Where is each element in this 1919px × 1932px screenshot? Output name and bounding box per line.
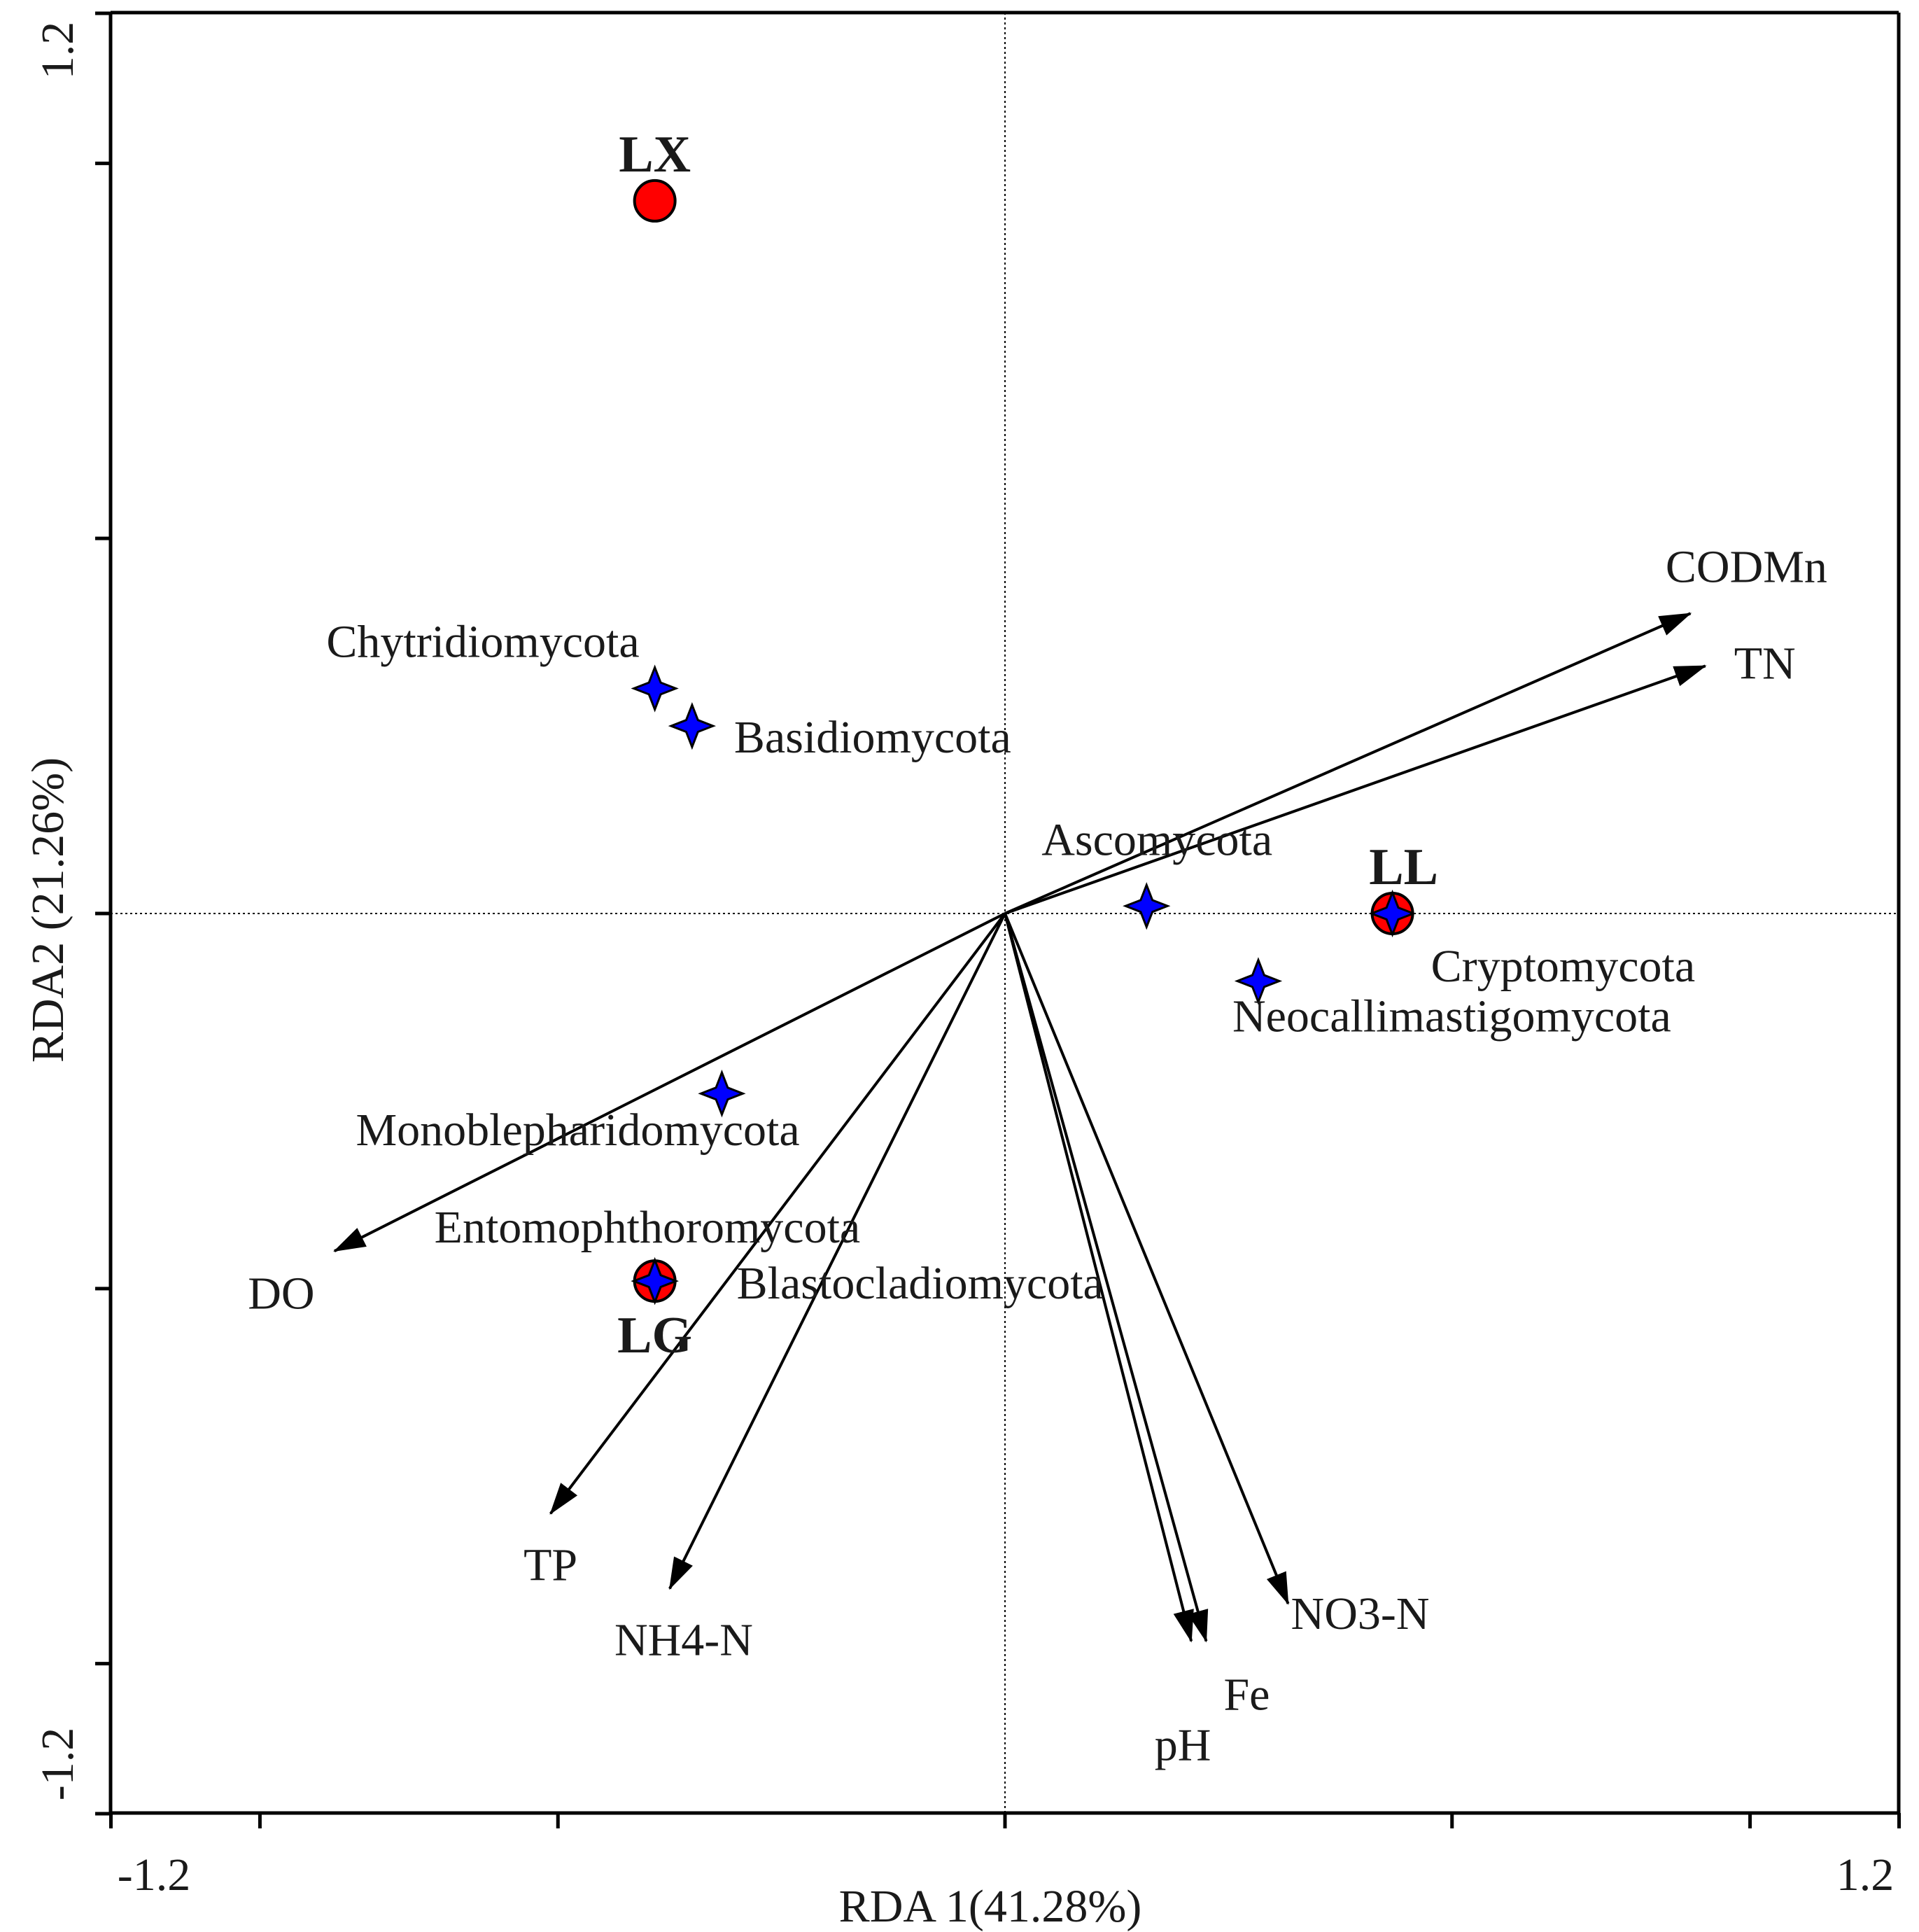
species-marker-basidiomycota bbox=[668, 701, 717, 750]
species-marker-ascomycota bbox=[1123, 882, 1171, 930]
species-marker-neocallimastigomycota bbox=[1234, 957, 1283, 1005]
zero-reference-lines bbox=[111, 13, 1899, 1813]
species-markers bbox=[631, 664, 1417, 1306]
species-label-monoblepharidomycota: Monoblepharidomycota bbox=[356, 1105, 799, 1156]
vector-codmn bbox=[1004, 612, 1692, 915]
env-label-ph: pH bbox=[1155, 1720, 1211, 1771]
species-label-neocallimastigomycota: Neocallimastigomycota bbox=[1232, 990, 1671, 1042]
species-marker-monoblepharidomycota bbox=[698, 1070, 746, 1118]
tick-labels: -1.2 1.2 1.2 -1.2 bbox=[32, 22, 1894, 1900]
species-marker-cryptomycota bbox=[1368, 889, 1417, 938]
species-label-cryptomycota: Cryptomycota bbox=[1431, 941, 1696, 992]
species-label-basidiomycota: Basidiomycota bbox=[734, 712, 1011, 763]
vector-ph bbox=[1004, 913, 1194, 1643]
species-marker-blastocladiomycota bbox=[631, 1256, 679, 1306]
env-label-codmn: CODMn bbox=[1666, 541, 1827, 592]
env-label-tn: TN bbox=[1734, 638, 1796, 689]
env-label-fe: Fe bbox=[1223, 1670, 1270, 1721]
y-tick-label-max: 1.2 bbox=[32, 22, 83, 80]
species-label-blastocladiomycota: Blastocladiomycota bbox=[737, 1258, 1104, 1309]
vector-fe bbox=[1004, 913, 1209, 1643]
y-tick-label-min: -1.2 bbox=[32, 1728, 83, 1800]
vector-no3-n bbox=[1004, 913, 1290, 1605]
y-axis-title: RDA2 (21.26%) bbox=[22, 757, 73, 1063]
site-label-lx: LX bbox=[619, 126, 691, 183]
species-label-chytridiomycota: Chytridiomycota bbox=[326, 617, 639, 668]
environmental-vectors bbox=[333, 612, 1707, 1643]
axis-ticks bbox=[95, 11, 1901, 1828]
site-label-lg: LG bbox=[617, 1307, 692, 1364]
site-marker-lx bbox=[633, 178, 677, 223]
axis-titles: RDA 1(41.28%) RDA2 (21.26%) bbox=[22, 757, 1141, 1932]
env-label-tp: TP bbox=[523, 1539, 577, 1590]
species-marker-chytridiomycota bbox=[631, 664, 679, 713]
vector-nh4-n bbox=[668, 913, 1006, 1590]
env-label-no3-n: NO3-N bbox=[1291, 1588, 1430, 1639]
env-label-nh4-n: NH4-N bbox=[614, 1615, 753, 1666]
x-tick-label-min: -1.2 bbox=[118, 1849, 190, 1900]
vector-tp bbox=[549, 912, 1006, 1515]
vector-do bbox=[333, 912, 1006, 1253]
site-label-ll: LL bbox=[1369, 839, 1438, 896]
env-label-do: DO bbox=[248, 1268, 314, 1319]
x-tick-label-max: 1.2 bbox=[1836, 1849, 1895, 1900]
x-axis-title: RDA 1(41.28%) bbox=[839, 1881, 1142, 1932]
vector-tn bbox=[1004, 664, 1707, 915]
species-label-ascomycota: Ascomycota bbox=[1041, 814, 1272, 865]
species-label-entomophthoromycota: Entomophthoromycota bbox=[435, 1202, 861, 1253]
